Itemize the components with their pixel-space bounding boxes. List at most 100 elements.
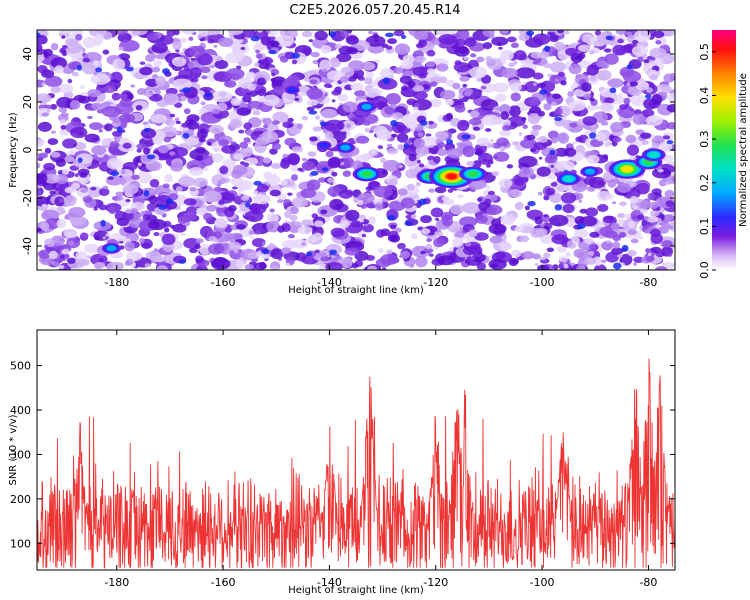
spectrogram-noise-cell (99, 258, 104, 263)
spectrogram-noise-cell (130, 207, 138, 215)
spectrogram-noise-cell (662, 135, 671, 140)
spectrogram-noise-cell (439, 89, 456, 100)
spectrogram-noise-cell (641, 109, 655, 117)
spectrogram-noise-cell (539, 50, 550, 59)
spectrogram-noise-cell (361, 233, 367, 238)
spectrogram-blobs (37, 30, 675, 270)
spectrogram-noise-cell (116, 217, 130, 227)
spectrogram-noise-cell (372, 33, 379, 39)
spectrogram-noise-cell (500, 67, 518, 79)
spectrogram-noise-cell (603, 97, 615, 104)
spectrogram-noise-cell (213, 186, 223, 192)
spectrogram-noise-cell (625, 134, 637, 144)
spectrogram-noise-cell (467, 245, 483, 255)
spectrogram-noise-cell (178, 176, 196, 187)
spectrogram-noise-cell (374, 38, 380, 42)
spectrogram-noise-cell (224, 232, 234, 241)
spectrogram-noise-cell (108, 206, 117, 215)
spectrogram-noise-cell (71, 54, 84, 63)
spectrogram-noise-cell (586, 154, 600, 164)
spectrogram-noise-cell (37, 42, 43, 53)
spectrogram-noise-cell (611, 201, 617, 205)
spectrogram-noise-cell (61, 249, 70, 254)
spectrogram-noise-cell (79, 85, 85, 90)
spectrogram-noise-cell (309, 79, 318, 85)
spectrogram-noise-cell (550, 137, 559, 144)
spectrogram-noise-cell (565, 251, 571, 258)
spectrogram-noise-cell (426, 68, 436, 74)
spectrogram-noise-cell (116, 126, 123, 134)
spectrogram-noise-cell (549, 192, 563, 204)
spectrogram-noise-cell (219, 165, 229, 175)
spectrogram-noise-cell (211, 90, 233, 103)
spectrogram-noise-cell (41, 209, 60, 221)
spectrogram-noise-cell (612, 136, 622, 143)
spectrogram-noise-cell (227, 205, 237, 212)
spectrogram-noise-cell (310, 170, 319, 176)
spectrogram-noise-cell (252, 84, 257, 88)
spectrogram-noise-cell (229, 248, 245, 260)
spectrogram-noise-cell (208, 235, 217, 242)
spectrogram-noise-cell (38, 152, 49, 159)
spectrogram-noise-cell (321, 68, 328, 73)
spectrogram-noise-cell (257, 88, 266, 97)
spectrogram-noise-cell (253, 180, 263, 186)
spectrogram-noise-cell (284, 137, 297, 146)
spectrogram-noise-cell (406, 122, 418, 129)
spectrogram-noise-cell (98, 188, 110, 197)
spectrogram-noise-cell (155, 75, 167, 87)
spectrogram-noise-cell (282, 199, 291, 204)
spectrogram-noise-cell (356, 199, 364, 206)
spectrogram-noise-cell (367, 265, 378, 270)
spectrogram-noise-cell (381, 43, 389, 48)
spectrogram-noise-cell (554, 41, 565, 49)
spectrogram-noise-cell (522, 124, 528, 130)
spectrogram-noise-cell (552, 264, 559, 270)
spectrogram-noise-cell (466, 160, 475, 166)
spectrogram-noise-cell (262, 117, 273, 126)
spectrogram-noise-cell (527, 113, 541, 125)
spectrogram-noise-cell (247, 100, 263, 111)
spectrogram-noise-cell (430, 207, 444, 218)
spectrogram-noise-cell (186, 210, 195, 216)
spectrogram-noise-cell (560, 80, 567, 86)
spectrogram-noise-cell (418, 39, 428, 47)
spectrogram-noise-cell (319, 59, 332, 72)
spectrogram-noise-cell (668, 253, 672, 257)
spectrogram-noise-cell (565, 47, 578, 56)
spectrogram-noise-cell (579, 216, 598, 227)
spectrogram-noise-cell (132, 30, 148, 36)
spectrogram-noise-cell (172, 223, 187, 233)
spectrogram-noise-cell (599, 102, 615, 113)
spectrogram-noise-cell (56, 173, 69, 185)
spectrogram-noise-cell (537, 135, 548, 143)
spectrogram-noise-cell (585, 207, 599, 217)
spectrogram-noise-cell (87, 89, 102, 98)
spectrogram-noise-cell (243, 122, 253, 130)
spectrogram-noise-cell (301, 157, 308, 162)
spectrogram-noise-cell (291, 52, 300, 59)
spectrogram-noise-cell (169, 113, 176, 118)
spectrogram-noise-cell (327, 186, 342, 197)
spectrogram-noise-cell (468, 229, 478, 238)
spectrogram-noise-cell (165, 118, 176, 127)
spectrogram-noise-cell (239, 146, 254, 157)
spectrogram-noise-cell (554, 107, 563, 116)
spectrogram-noise-cell (61, 35, 66, 39)
spectrogram-noise-cell (195, 146, 206, 154)
spectrogram-noise-cell (636, 183, 650, 195)
spectrogram-noise-cell (41, 82, 47, 87)
spectrogram-noise-cell (549, 149, 556, 156)
spectrogram-noise-cell (243, 137, 251, 143)
spectrogram-noise-cell (515, 67, 536, 79)
spectrogram-noise-cell (622, 70, 642, 83)
spectrogram-noise-cell (653, 30, 665, 39)
spectrogram-noise-cell (216, 183, 222, 187)
spectrogram-noise-cell (63, 228, 78, 238)
spectrogram-noise-cell (496, 137, 509, 148)
spectrogram-noise-cell (49, 190, 56, 195)
spectrogram-noise-cell (546, 247, 555, 253)
spectrogram-noise-cell (252, 44, 264, 52)
spectrogram-y-tick-label: 20 (21, 95, 34, 109)
